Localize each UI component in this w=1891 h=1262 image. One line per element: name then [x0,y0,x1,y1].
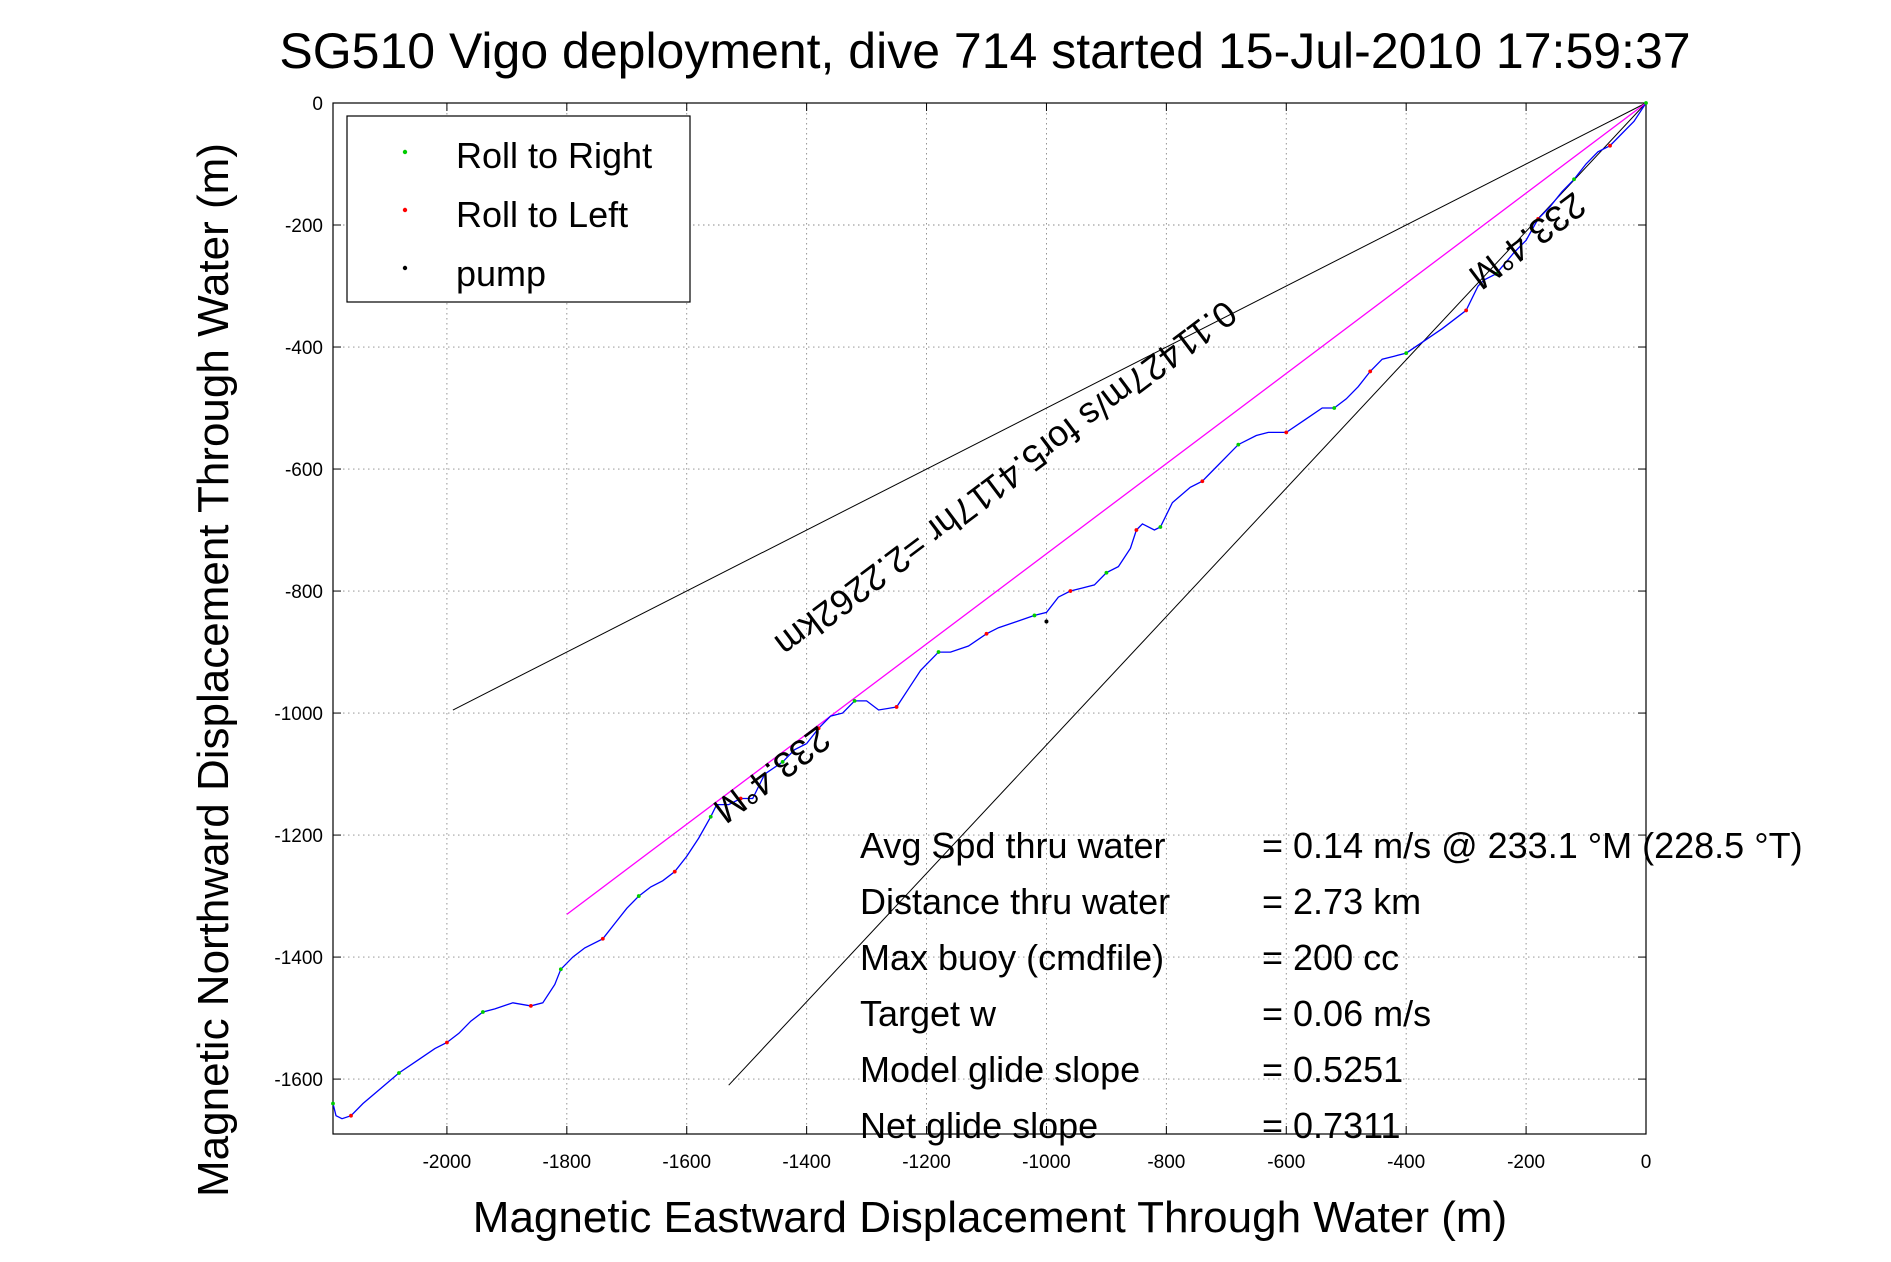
track-marker [1608,143,1612,148]
track-marker [1332,406,1337,410]
cone-lines [452,102,1647,1086]
y-axis-ticks: 0 -200 -400 -600 -800 -1000 -1200 -1400 -1600 [274,94,1646,1091]
x-tick-label: -1600 [662,1152,711,1173]
x-tick-label: -1200 [902,1152,951,1173]
stat-label-distance: Distance thru water [860,881,1170,922]
track-marker [936,650,941,654]
pump-marker [1044,619,1049,624]
track-marker [480,1010,485,1014]
cone-line [728,102,1647,1086]
x-tick-label: -2000 [423,1152,472,1173]
stats-block: Avg Spd thru water = 0.14 m/s @ 233.1 °M… [860,825,1803,1146]
stat-value-max-buoy: = 200 cc [1262,937,1399,978]
y-tick-label: 0 [312,94,323,115]
x-tick-label: 0 [1641,1152,1652,1173]
track-marker [1158,525,1163,529]
y-axis-label: Magnetic Northward Displacement Through … [189,143,238,1197]
track-marker [1572,177,1576,182]
stat-value-distance: = 2.73 km [1262,881,1421,922]
legend-label-pump: pump [456,253,546,294]
track-marker [1494,271,1499,276]
track-marker [1200,479,1205,484]
x-tick-label: -200 [1507,1152,1545,1173]
x-tick-label: -1800 [543,1152,592,1173]
track-marker [738,796,743,801]
legend-marker-roll-left [402,207,408,213]
track-marker [1644,101,1648,105]
x-tick-label: -800 [1147,1152,1185,1173]
track-marker [894,705,899,709]
track-marker [984,631,989,636]
stat-label-target-w: Target w [860,993,997,1034]
track-marker [1404,351,1409,356]
track-marker [672,869,677,874]
track-marker [852,698,857,703]
stat-value-target-w: = 0.06 m/s [1262,993,1431,1034]
y-tick-label: -1000 [274,704,323,725]
stat-label-model-glide: Model glide slope [860,1049,1140,1090]
stat-label-avg-speed: Avg Spd thru water [860,825,1166,866]
track-marker [1104,570,1109,575]
track-marker [558,967,563,972]
y-tick-label: -200 [285,216,323,237]
x-tick-label: -1000 [1022,1152,1071,1173]
track-markers [331,101,1648,1118]
track-marker [708,814,713,819]
stat-value-model-glide: = 0.5251 [1262,1049,1403,1090]
x-tick-label: -1400 [782,1152,831,1173]
stat-value-avg-speed: = 0.14 m/s @ 233.1 °M (228.5 °T) [1262,825,1803,866]
chart-title: SG510 Vigo deployment, dive 714 started … [279,23,1690,79]
bearing-annotation: 233.4°M [1462,184,1594,298]
grid [333,102,1647,1134]
track-marker [397,1071,401,1075]
bearing-line [566,102,1647,915]
bearing-annotation: 233.4°M [706,718,838,832]
legend: Roll to Right Roll to Left pump [346,115,691,303]
stat-label-max-buoy: Max buoy (cmdfile) [860,937,1164,978]
y-tick-label: -600 [285,460,323,481]
track-marker [1134,528,1139,532]
track-marker [1464,308,1469,313]
track-marker [816,726,821,731]
x-tick-label: -600 [1267,1152,1305,1173]
y-tick-label: -1200 [274,826,323,847]
y-tick-label: -1600 [274,1070,323,1091]
track-marker [528,1003,533,1008]
plot-frame [332,102,1647,1135]
y-tick-label: -800 [285,582,323,603]
track-marker [445,1040,449,1045]
annotations: 233.4°M0.11427m/s for5.4117hr =2.2262km2… [706,184,1594,831]
legend-label-roll-left: Roll to Left [456,194,628,235]
legend-marker-pump [402,265,408,271]
x-axis-ticks: -2000 -1800 -1600 -1400 -1200 -1000 -800 -600 -4… [423,103,1652,1173]
y-tick-label: -400 [285,338,323,359]
track-marker [1236,442,1241,447]
track-marker [1368,369,1373,374]
track-marker [780,759,785,764]
track-marker [349,1113,353,1118]
track-marker [1284,430,1289,435]
track-marker [1536,217,1540,221]
legend-marker-roll-right [402,149,408,155]
x-tick-label: -400 [1387,1152,1425,1173]
track-marker [331,1101,335,1106]
stat-value-net-glide: = 0.7311 [1262,1105,1400,1146]
track-marker [1068,589,1073,593]
y-tick-label: -1400 [274,948,323,969]
track-marker [1032,613,1037,618]
track-marker [636,894,641,898]
track-marker [600,936,605,941]
x-axis-label: Magnetic Eastward Displacement Through W… [473,1193,1507,1242]
cone-line [452,102,1647,711]
legend-label-roll-right: Roll to Right [456,135,652,176]
stat-label-net-glide: Net glide slope [860,1105,1098,1146]
